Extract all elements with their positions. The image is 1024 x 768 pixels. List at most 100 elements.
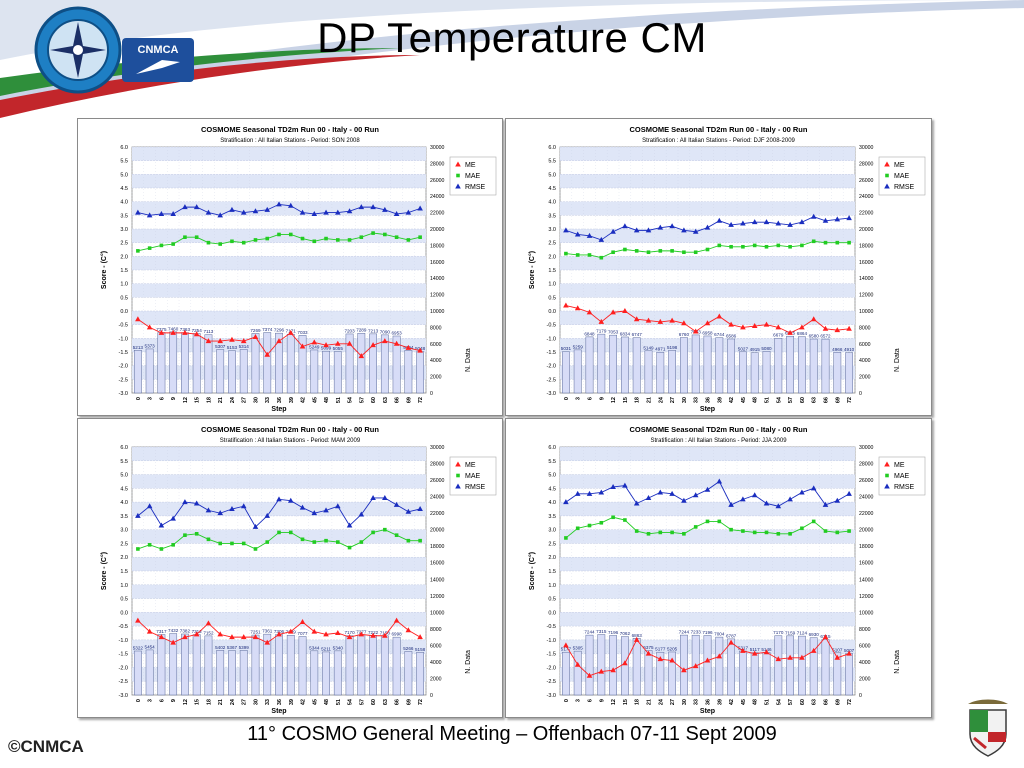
point-me (370, 632, 376, 638)
point-mae (670, 249, 674, 253)
count-bar (239, 650, 248, 696)
count-label: 6864 (797, 331, 808, 336)
y-tick-label: 4.0 (120, 500, 128, 506)
y2-tick-label: 20000 (859, 227, 874, 233)
point-mae (147, 246, 152, 250)
count-label: 5205 (667, 646, 678, 651)
count-bar (369, 635, 377, 696)
count-label: 7375 (156, 327, 167, 332)
point-mae (646, 532, 651, 536)
point-mae (717, 519, 722, 524)
y-tick-label: 6.0 (548, 145, 556, 151)
count-bar (157, 634, 166, 696)
y2-tick-label: 16000 (430, 260, 445, 266)
legend-marker-me (455, 161, 461, 167)
y-tick-label: 1.0 (548, 583, 556, 589)
count-bar (573, 349, 582, 394)
x-tick-label: 57 (788, 397, 794, 403)
x-tick-label: 33 (694, 397, 700, 403)
count-bar (762, 351, 771, 394)
point-mae (587, 523, 592, 528)
count-bar (169, 633, 178, 696)
x-tick-label: 27 (670, 397, 676, 403)
chart-panel-jja: COSMOME Seasonal TD2m Run 00 - Italy - 0… (505, 418, 932, 718)
x-tick-label: 51 (336, 397, 342, 403)
y-tick-label: 0.5 (120, 295, 128, 301)
grid-band (132, 256, 426, 270)
point-rmse (740, 220, 746, 226)
y-tick-label: 0.0 (548, 309, 556, 315)
count-label: 5249 (309, 344, 320, 349)
x-axis-label: Step (271, 406, 286, 413)
point-me (622, 660, 628, 666)
point-rmse (417, 205, 423, 211)
point-rmse (751, 219, 758, 225)
series-me (563, 634, 852, 678)
y2-tick-label: 26000 (430, 478, 445, 484)
point-rmse (633, 500, 640, 506)
count-bar (750, 652, 759, 696)
point-mae (347, 545, 352, 550)
point-me (586, 309, 593, 315)
point-rmse (264, 206, 271, 212)
point-rmse (193, 204, 200, 210)
y-tick-label: 3.0 (120, 528, 128, 534)
point-me (681, 667, 687, 673)
y-tick-label: -3.0 (547, 391, 556, 397)
x-tick-label: 69 (406, 397, 412, 403)
x-tick-label: 6 (159, 397, 165, 400)
y-tick-label: -3.0 (119, 693, 128, 699)
y-tick-label: 1.5 (120, 268, 128, 274)
count-label: 7062 (620, 631, 631, 636)
legend-marker-mae (456, 173, 460, 178)
point-me (335, 340, 341, 346)
point-me (182, 634, 188, 640)
point-mae (359, 235, 364, 239)
y-tick-label: -2.0 (119, 665, 128, 671)
y2-tick-label: 4000 (859, 358, 871, 364)
grid-band (560, 256, 855, 270)
count-bar (727, 338, 736, 394)
point-mae (218, 541, 222, 546)
point-rmse (728, 501, 734, 507)
chart-subtitle: Stratification : All Italian Stations - … (220, 138, 360, 144)
count-label: 5055 (333, 346, 344, 351)
legend-marker-rmse (455, 183, 461, 189)
point-mae (194, 532, 199, 536)
x-tick-label: 21 (647, 699, 653, 705)
legend-marker-mae (885, 173, 889, 178)
y2-axis: 3000028000260002400022000200001800016000… (859, 145, 874, 397)
point-mae (811, 239, 816, 244)
y2-tick-label: 18000 (430, 243, 445, 249)
y2-axis-label: N. Data (894, 348, 901, 372)
y2-tick-label: 20000 (430, 528, 445, 534)
x-tick-label: 9 (171, 699, 177, 702)
aeronautica-meteo-logo (34, 6, 122, 94)
point-me (740, 324, 746, 330)
x-tick-label: 0 (136, 397, 142, 400)
count-label: 7203 (344, 328, 355, 333)
count-label: 6953 (391, 330, 402, 335)
count-label: 7382 (180, 628, 191, 633)
count-bar (845, 653, 854, 696)
point-mae (764, 530, 769, 535)
legend-marker-mae (885, 473, 889, 478)
count-bar (286, 634, 295, 696)
point-me (146, 324, 153, 330)
x-tick-label: 36 (706, 699, 712, 705)
y-tick-label: 0.0 (548, 610, 556, 616)
point-rmse (335, 503, 341, 509)
count-label: 5117 (750, 647, 760, 652)
point-me (276, 631, 282, 637)
y-tick-label: 1.5 (120, 569, 128, 575)
count-bar (762, 652, 771, 696)
y2-axis: 3000028000260002400022000200001800016000… (430, 145, 445, 397)
count-bar (703, 635, 712, 696)
point-me (704, 657, 711, 663)
point-mae (811, 519, 816, 524)
y-tick-label: 5.0 (548, 172, 556, 178)
y2-tick-label: 0 (430, 693, 433, 699)
point-rmse (252, 523, 259, 529)
count-label: 7317 (156, 629, 167, 634)
point-me (834, 327, 841, 333)
